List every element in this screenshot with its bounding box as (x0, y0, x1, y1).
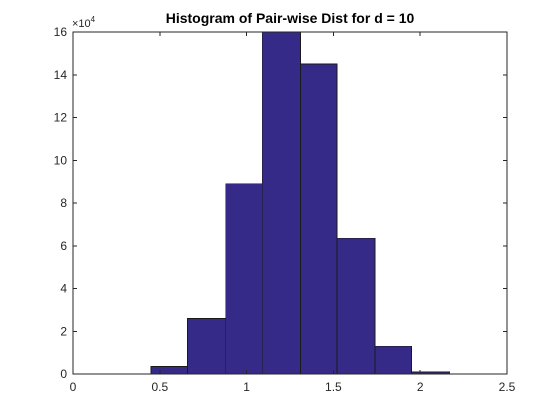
y-exponent-base: ×10 (72, 18, 91, 30)
y-tick-label: 4 (60, 282, 67, 296)
y-tick-label: 0 (60, 367, 67, 381)
histogram-bar-4 (261, 31, 301, 375)
y-tick-label: 8 (60, 196, 67, 210)
y-tick-label: 2 (60, 324, 67, 338)
x-tick-label: 0.5 (151, 380, 168, 394)
histogram-bar-1 (150, 366, 188, 375)
x-tick-label: 0 (70, 380, 77, 394)
y-exponent-power: 4 (91, 15, 96, 24)
histogram-bar-2 (187, 318, 227, 375)
x-tick-label: 1 (243, 380, 250, 394)
y-exponent-label: ×104 (72, 15, 96, 30)
histogram-bar-5 (300, 63, 338, 375)
y-tick-label: 6 (60, 239, 67, 253)
histogram-bar-7 (374, 345, 412, 375)
bars-group (150, 31, 451, 375)
y-tick-label: 14 (54, 68, 68, 82)
y-tick-label: 16 (54, 25, 68, 39)
x-tick-label: 2.5 (499, 380, 516, 394)
y-tick-label: 12 (54, 111, 68, 125)
x-tick-label: 2 (417, 380, 424, 394)
histogram-bar-3 (225, 183, 263, 375)
axes-group: 0 0.5 1 1.5 2 2.5 0 2 4 6 8 10 12 14 16 (54, 25, 516, 394)
y-tick-label: 10 (54, 153, 68, 167)
chart-title: Histogram of Pair-wise Dist for d = 10 (166, 10, 415, 26)
x-tick-label: 1.5 (325, 380, 342, 394)
histogram-bar-6 (336, 237, 376, 375)
